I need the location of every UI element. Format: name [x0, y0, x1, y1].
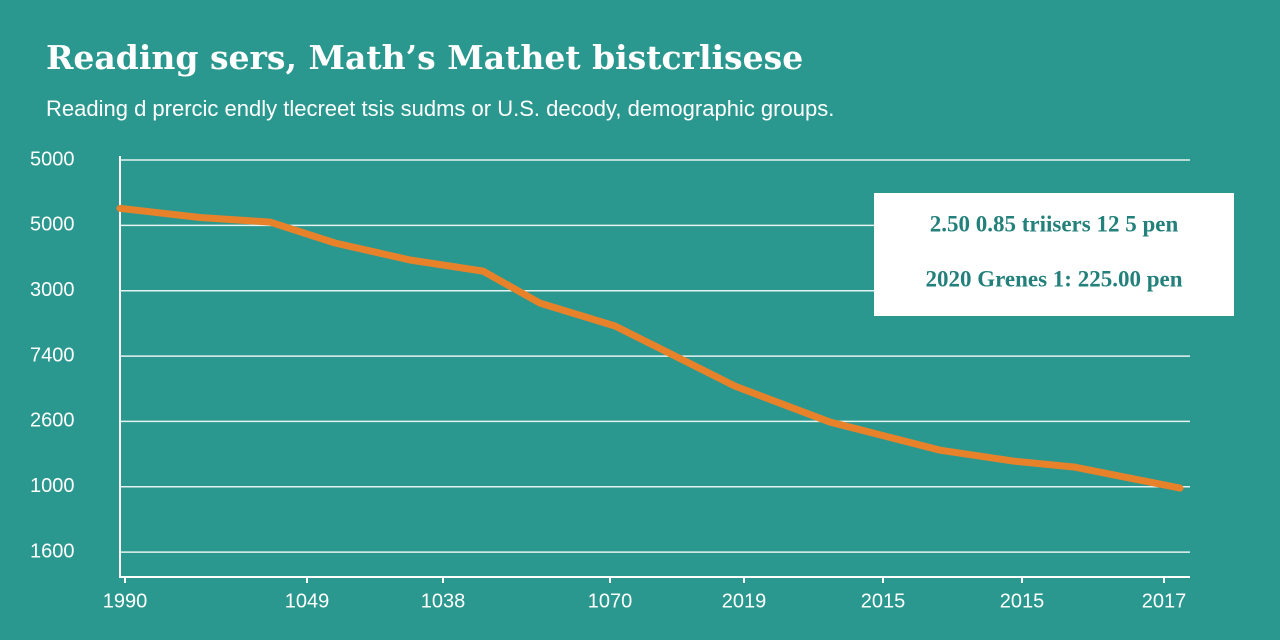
x-tick-label: 2019 [722, 590, 767, 612]
x-tick-label: 1049 [285, 590, 330, 612]
y-tick-label: 2600 [30, 410, 75, 432]
x-tick-label: 2015 [861, 590, 906, 612]
annotation-box [874, 193, 1234, 316]
chart-title: Reading sers, Math’s Mathet bistcrlisese [46, 38, 803, 77]
chart-subtitle: Reading d prercic endly tlecreet tsis su… [46, 96, 834, 121]
y-tick-label: 3000 [30, 279, 75, 301]
y-tick-label: 5000 [30, 214, 75, 236]
y-tick-label: 5000 [30, 148, 75, 170]
line-series [116, 204, 1184, 492]
annotation: 2020 Grenes 1: 225.00 pen [925, 266, 1182, 291]
y-tick-label: 7400 [30, 344, 75, 366]
x-tick-label: 2017 [1142, 590, 1187, 612]
y-tick-label: 1600 [30, 540, 75, 562]
x-tick-label: 1070 [588, 590, 633, 612]
y-tick-label: 1000 [30, 475, 75, 497]
x-tick-label: 1990 [103, 590, 148, 612]
annotation: 2.50 0.85 triisers 12 5 pen [930, 211, 1179, 236]
x-tick-label: 1038 [421, 590, 466, 612]
plot: 5000 5000 3000 7400 2600 1000 1600 1990 1049 1038… [30, 148, 1190, 612]
x-tick-label: 2015 [1000, 590, 1045, 612]
